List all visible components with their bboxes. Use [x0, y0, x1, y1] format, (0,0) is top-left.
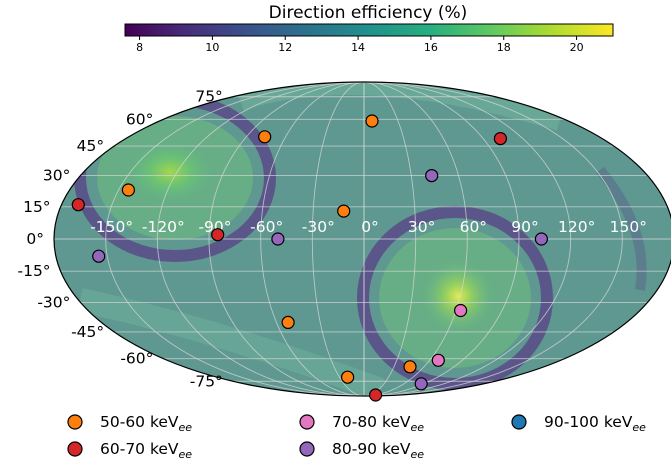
legend-label: 90-100 keVee [544, 413, 646, 434]
data-point [534, 232, 549, 246]
latitude-labels: 75° 60° 45° 30° 15° 0° -15° -30°-45° -60° -75° [17, 88, 222, 391]
data-point [369, 388, 383, 402]
graticule [54, 82, 671, 396]
meridian-line [260, 82, 365, 396]
longitude-label: 90° [511, 218, 538, 236]
latitude-label: -45° [71, 323, 104, 341]
latitude-label: 60° [126, 110, 153, 128]
longitude-label: 60° [460, 218, 487, 236]
colorbar-bar [124, 23, 614, 37]
colorbar: Direction efficiency (%) 8 10 12 14 16 18 20 [124, 3, 614, 54]
latitude-label: 75° [195, 88, 222, 106]
legend-label-subscript: ee [179, 448, 193, 461]
map-border [53, 81, 671, 397]
legend-label-subscript: ee [411, 421, 425, 434]
longitude-label: 150° [610, 218, 647, 236]
meridian-line [363, 82, 572, 396]
legend-label-text: 50-60 keV [100, 413, 179, 431]
colorbar-tick-label: 12 [278, 41, 292, 54]
data-point [258, 130, 272, 144]
legend-label: 60-70 keVee [100, 440, 192, 461]
colorbar-tick-label: 10 [205, 41, 219, 54]
data-point [271, 232, 285, 246]
legend-label: 70-80 keVee [332, 413, 424, 434]
legend-marker [299, 441, 315, 457]
longitude-label: -150° [90, 218, 133, 236]
data-point [341, 370, 355, 384]
data-point [493, 132, 507, 146]
legend-label-subscript: ee [411, 448, 425, 461]
colorbar-tick-label: 16 [424, 41, 438, 54]
data-point [431, 353, 445, 367]
meridian-line [105, 82, 365, 396]
longitude-label: 120° [558, 218, 595, 236]
meridian-line [311, 82, 365, 396]
latitude-label: -75° [190, 372, 223, 390]
data-point [92, 249, 106, 263]
legend-marker [299, 414, 315, 430]
legend-label: 50-60 keVee [100, 413, 192, 434]
data-point [121, 183, 135, 197]
longitude-label: -120° [142, 218, 185, 236]
latitude-label: -15° [17, 262, 50, 280]
longitude-label: -30° [302, 218, 335, 236]
legend-label-text: 70-80 keV [332, 413, 411, 431]
data-point [454, 303, 468, 318]
legend-marker [67, 414, 83, 430]
meridian-line [363, 82, 623, 396]
data-point [71, 198, 85, 212]
data-points [71, 114, 549, 402]
meridian-line [363, 82, 417, 396]
colorbar-label: Direction efficiency (%) [269, 3, 468, 23]
latitude-label: 45° [77, 137, 104, 155]
meridian-line [363, 82, 520, 396]
latitude-label: -60° [120, 350, 153, 368]
legend-label: 80-90 keVee [332, 440, 424, 461]
data-point [281, 315, 295, 329]
data-point [403, 360, 417, 374]
longitude-label: 0° [361, 218, 379, 236]
longitude-labels: -150° -120° -90° -60° -30° 0° 30° 60° 90° 120° 150… [90, 218, 647, 236]
data-point [414, 377, 428, 391]
colorbar-tick-label: 20 [570, 41, 584, 54]
longitude-label: 30° [408, 218, 435, 236]
legend-marker [67, 441, 83, 457]
meridian-line [156, 82, 365, 396]
latitude-label: -30° [37, 293, 70, 311]
colorbar-tick-label: 14 [351, 41, 365, 54]
data-point [337, 204, 351, 218]
legend-marker [511, 414, 527, 430]
colorbar-ticks: 8 10 12 14 16 18 20 [136, 36, 584, 54]
colorbar-tick-label: 18 [497, 41, 511, 54]
colorbar-tick-label: 8 [136, 41, 143, 54]
latitude-label: 30° [43, 167, 70, 185]
legend-label-text: 80-90 keV [332, 440, 411, 458]
data-point [365, 114, 379, 128]
meridian-line [208, 82, 365, 396]
meridian-line [363, 82, 468, 396]
legend-label-text: 60-70 keV [100, 440, 179, 458]
legend-label-text: 90-100 keV [544, 413, 633, 431]
longitude-label: -60° [250, 218, 283, 236]
latitude-label: 15° [23, 198, 50, 216]
data-point [425, 169, 439, 183]
sky-map: 75°60°45°30°15°0°-15°-30°-45°-60°-75° -1… [17, 81, 671, 402]
legend-label-subscript: ee [179, 421, 193, 434]
legend-label-subscript: ee [632, 421, 646, 434]
latitude-label: 0° [26, 230, 44, 248]
data-point [211, 228, 225, 242]
